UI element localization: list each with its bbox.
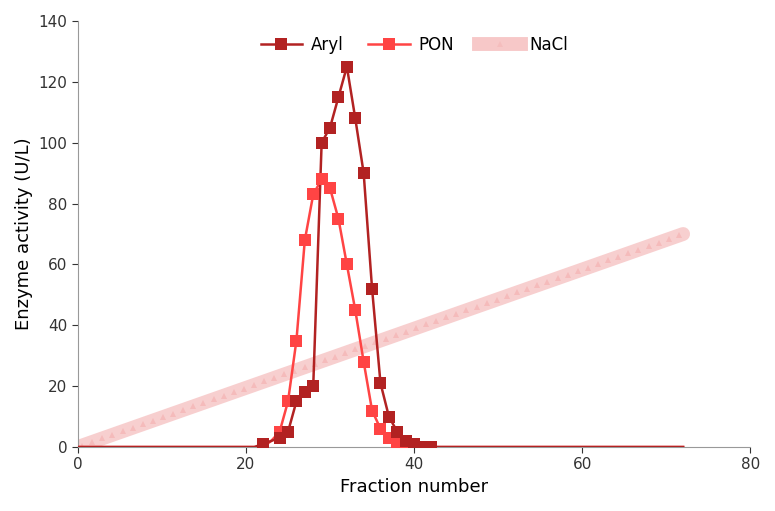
Legend: Aryl, PON, NaCl: Aryl, PON, NaCl bbox=[254, 29, 574, 61]
Y-axis label: Enzyme activity (U/L): Enzyme activity (U/L) bbox=[15, 137, 33, 330]
X-axis label: Fraction number: Fraction number bbox=[340, 478, 488, 496]
